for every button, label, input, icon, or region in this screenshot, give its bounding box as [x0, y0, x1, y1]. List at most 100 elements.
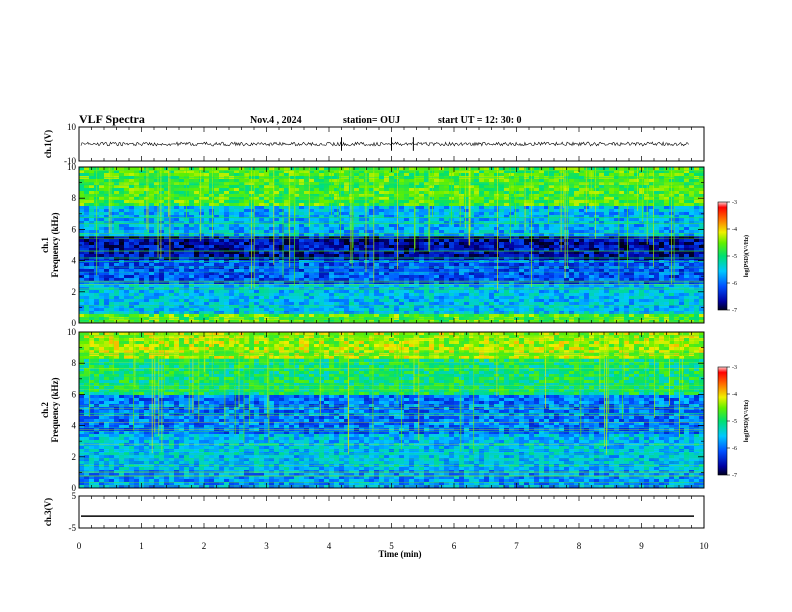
spectro-cell [234, 251, 240, 255]
spectro-cell [369, 230, 375, 234]
spectro-cell [124, 191, 130, 195]
spectro-cell [574, 218, 580, 222]
spectro-cell [159, 281, 165, 285]
spectro-cell [599, 251, 605, 255]
spectro-cell [494, 197, 500, 201]
spectro-cell [679, 263, 685, 267]
spectro-cell [184, 257, 190, 261]
spectro-cell [204, 209, 210, 213]
spectro-cell [464, 203, 470, 207]
spectro-cell [614, 266, 620, 270]
spectro-cell [204, 233, 210, 237]
spectro-cell [349, 272, 355, 276]
spectro-cell [219, 284, 225, 288]
spectro-cell [464, 179, 470, 183]
spectro-cell [79, 185, 85, 189]
spectro-cell [419, 191, 425, 195]
spectro-cell [624, 212, 630, 216]
spectro-cell [639, 188, 645, 192]
spectro-cell [414, 194, 420, 198]
spectro-cell [339, 278, 345, 282]
spectro-cell [289, 278, 295, 282]
spectro-cell [284, 281, 290, 285]
spectro-cell [239, 257, 245, 261]
spectro-cell [684, 227, 690, 231]
spectro-cell [579, 275, 585, 279]
spectro-cell [454, 248, 460, 252]
spectro-cell [289, 227, 295, 231]
spectro-cell [689, 248, 695, 252]
spectro-cell [654, 224, 660, 228]
spectro-cell [434, 185, 440, 189]
spectro-cell [534, 173, 540, 177]
spectro-cell [664, 182, 670, 186]
spectro-cell [544, 284, 550, 288]
spectro-cell [404, 182, 410, 186]
spectro-cell [559, 191, 565, 195]
spectro-cell [124, 209, 130, 213]
spectro-cell [259, 239, 265, 243]
spectro-cell [444, 224, 450, 228]
spectro-cell [569, 194, 575, 198]
spectro-cell [554, 173, 560, 177]
spectro-cell [434, 212, 440, 216]
spectro-cell [524, 170, 530, 174]
spectro-cell [684, 179, 690, 183]
spectro-cell [214, 239, 220, 243]
spectro-cell [369, 254, 375, 258]
spectro-cell [89, 269, 95, 273]
spectro-cell [474, 212, 480, 216]
spectro-cell [134, 224, 140, 228]
spectro-cell [369, 206, 375, 210]
spectro-cell [439, 284, 445, 288]
spectro-cell [134, 191, 140, 195]
spectro-cell [684, 233, 690, 237]
spectro-cell [419, 194, 425, 198]
spectro-cell [304, 236, 310, 240]
spectro-cell [139, 269, 145, 273]
spectro-cell [654, 257, 660, 261]
spectro-cell [684, 281, 690, 285]
spectro-cell [284, 167, 290, 171]
spectro-cell [169, 173, 175, 177]
spectro-cell [439, 200, 445, 204]
spectro-cell [154, 170, 160, 174]
spectro-cell [289, 242, 295, 246]
spectro-cell [694, 251, 700, 255]
spectro-cell [544, 209, 550, 213]
spectro-cell [424, 212, 430, 216]
spectro-cell [679, 200, 685, 204]
spectro-cell [609, 173, 615, 177]
spectro-cell [624, 170, 630, 174]
spectro-cell [104, 209, 110, 213]
spectro-cell [189, 194, 195, 198]
spectro-cell [444, 248, 450, 252]
spectro-cell [439, 266, 445, 270]
spectro-cell [639, 236, 645, 240]
spectro-cell [164, 275, 170, 279]
spectro-cell [254, 191, 260, 195]
spectro-cell [199, 272, 205, 276]
spectro-cell [564, 170, 570, 174]
spectro-cell [639, 218, 645, 222]
spectro-cell [489, 254, 495, 258]
spectro-cell [674, 281, 680, 285]
spectro-cell [559, 194, 565, 198]
spectro-cell [514, 284, 520, 288]
spectro-cell [109, 224, 115, 228]
spectro-cell [589, 263, 595, 267]
spectro-cell [534, 218, 540, 222]
spectro-cell [134, 248, 140, 252]
spectro-cell [214, 284, 220, 288]
spectro-cell [644, 227, 650, 231]
spectro-cell [394, 203, 400, 207]
spectro-cell [509, 248, 515, 252]
spectro-cell [659, 242, 665, 246]
spectro-cell [359, 218, 365, 222]
spectro-cell [629, 197, 635, 201]
spectro-cell [374, 212, 380, 216]
spectro-cell [299, 185, 305, 189]
spectro-cell [509, 209, 515, 213]
spectro-cell [359, 245, 365, 249]
spectro-cell [674, 188, 680, 192]
